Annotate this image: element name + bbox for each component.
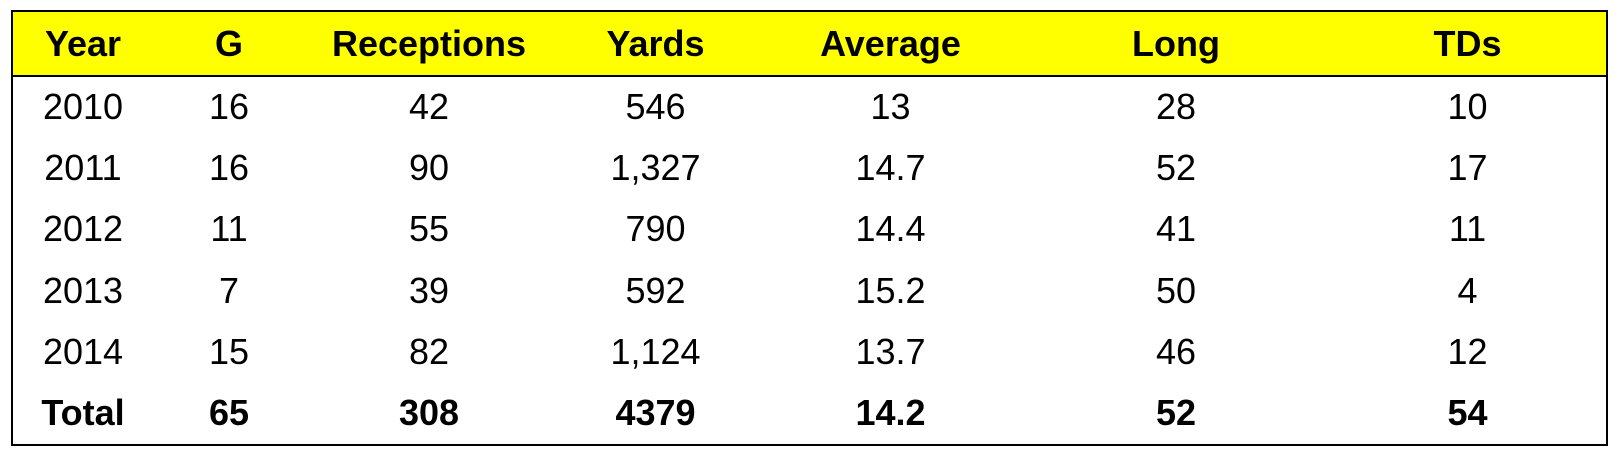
total-row: Total 65 308 4379 14.2 52 54	[13, 383, 1606, 444]
cell-receptions: 42	[408, 86, 450, 128]
cell-long: 50	[1155, 269, 1197, 311]
total-games: 65	[208, 392, 250, 434]
cell-yards: 790	[625, 208, 686, 250]
cell-year: 2010	[42, 86, 124, 128]
cell-average: 13.7	[855, 330, 926, 372]
total-yards: 4379	[615, 392, 696, 434]
stats-table-frame: Year G Receptions Yards Average Long TDs…	[11, 10, 1608, 446]
total-long: 52	[1155, 392, 1197, 434]
cell-games: 16	[208, 146, 250, 188]
cell-tds: 4	[1457, 269, 1478, 311]
header-yards: Yards	[553, 12, 758, 77]
receiving-stats-table: Year G Receptions Yards Average Long TDs…	[13, 12, 1606, 444]
cell-long: 41	[1155, 208, 1197, 250]
cell-tds: 12	[1447, 330, 1488, 372]
table-row: 2011 16 90 1,327 14.7 52 17	[13, 137, 1606, 198]
cell-receptions: 82	[408, 330, 450, 372]
cell-games: 15	[208, 330, 250, 372]
cell-tds: 11	[1448, 208, 1487, 250]
cell-yards: 1,327	[610, 146, 701, 188]
cell-yards: 1,124	[610, 330, 701, 372]
cell-tds: 10	[1447, 86, 1488, 128]
cell-year: 2012	[42, 208, 124, 250]
cell-average: 15.2	[855, 269, 926, 311]
cell-long: 46	[1155, 330, 1197, 372]
cell-yards: 546	[625, 86, 686, 128]
cell-year: 2011	[44, 146, 122, 188]
cell-games: 16	[208, 86, 250, 128]
cell-year: 2013	[42, 269, 124, 311]
header-row: Year G Receptions Yards Average Long TDs	[13, 12, 1606, 77]
cell-average: 14.7	[855, 146, 926, 188]
cell-receptions: 90	[408, 146, 450, 188]
table-row: 2012 11 55 790 14.4 41 11	[13, 199, 1606, 260]
cell-receptions: 39	[408, 269, 450, 311]
total-tds: 54	[1447, 392, 1488, 434]
cell-tds: 17	[1447, 146, 1488, 188]
cell-games: 11	[210, 208, 248, 250]
cell-year: 2014	[42, 330, 124, 372]
header-receptions: Receptions	[305, 12, 553, 77]
cell-receptions: 55	[408, 208, 450, 250]
table-row: 2014 15 82 1,124 13.7 46 12	[13, 321, 1606, 382]
header-long: Long	[1023, 12, 1329, 77]
table-row: 2013 7 39 592 15.2 50 4	[13, 260, 1606, 321]
cell-games: 7	[218, 269, 240, 311]
cell-yards: 592	[625, 269, 686, 311]
header-year: Year	[13, 12, 153, 77]
header-tds: TDs	[1329, 12, 1606, 77]
cell-average: 13	[870, 86, 911, 128]
cell-long: 52	[1155, 146, 1197, 188]
table-row: 2010 16 42 546 13 28 10	[13, 76, 1606, 137]
header-average: Average	[758, 12, 1023, 77]
total-average: 14.2	[855, 392, 926, 434]
cell-long: 28	[1155, 86, 1197, 128]
cell-average: 14.4	[855, 208, 926, 250]
total-receptions: 308	[398, 392, 460, 434]
header-games: G	[153, 12, 305, 77]
total-label: Total	[41, 392, 125, 434]
